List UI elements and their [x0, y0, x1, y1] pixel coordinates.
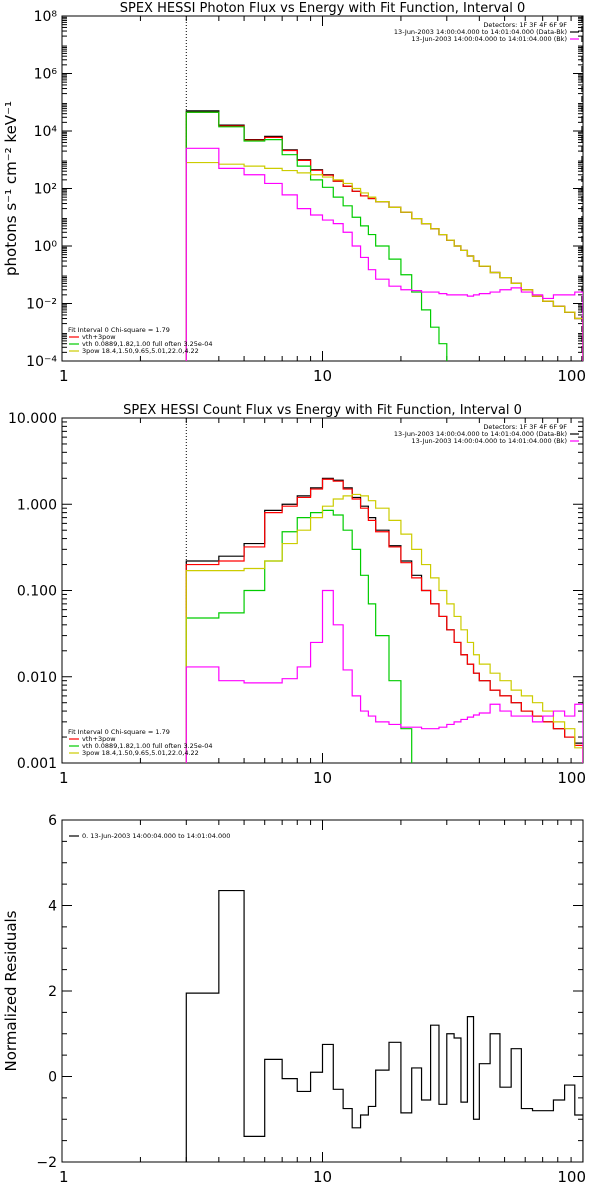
y-tick-label: 10⁶ [34, 67, 58, 83]
y-axis-label: Normalized Residuals [2, 910, 20, 1071]
info-line: 13-Jun-2003 14:00:04.000 to 14:01:04.000… [394, 28, 567, 36]
legend-entry: vth+3pow [82, 333, 116, 341]
x-tick-label: 100 [557, 1168, 586, 1186]
y-tick-label: 0.010 [17, 670, 57, 686]
y-tick-label: 0.001 [17, 756, 57, 772]
legend-entry: vth 0.0889,1.82,1.00 full often 3.25e-04 [82, 742, 213, 750]
legend-entry: vth 0.0889,1.82,1.00 full often 3.25e-04 [82, 340, 213, 348]
series-line-1 [185, 889, 583, 1162]
info-line: Detectors: 1F 3F 4F 6F 9F [483, 21, 567, 29]
y-tick-label: 0 [48, 1070, 57, 1086]
info-line: 13-Jun-2003 14:00:04.000 to 14:01:04.000… [412, 35, 567, 43]
info-line: Detectors: 1F 3F 4F 6F 9F [483, 423, 567, 431]
x-tick-label: 10 [313, 1168, 332, 1186]
y-tick-label: −2 [36, 1155, 57, 1171]
legend-entry: Fit Interval 0 Chi-square = 1.79 [68, 326, 170, 334]
legend-entry: 0. 13-Jun-2003 14:00:04.000 to 14:01:04.… [82, 832, 230, 840]
y-tick-label: 10⁴ [34, 124, 58, 140]
y-tick-label: 1.000 [17, 497, 57, 513]
x-tick-label: 10 [313, 769, 332, 787]
x-tick-label: 1 [59, 1168, 69, 1186]
y-tick-label: 10⁻² [26, 297, 57, 313]
info-line: 13-Jun-2003 14:00:04.000 to 14:01:04.000… [412, 437, 567, 445]
legend-entry: 3pow 18.4,1.50,9.65,5.01,22.0,4.22 [82, 749, 199, 757]
y-tick-label: 10.000 [8, 411, 57, 427]
legend-entry: 3pow 18.4,1.50,9.65,5.01,22.0,4.22 [82, 347, 199, 355]
info-line: 13-Jun-2003 14:00:04.000 to 14:01:04.000… [394, 430, 567, 438]
legend-entry: Fit Interval 0 Chi-square = 1.79 [68, 728, 170, 736]
y-tick-label: 10⁰ [34, 239, 58, 255]
series-line-5 [185, 589, 583, 763]
chart-3: 1 10 100 −2 0 2 4 6 Normalized Residuals 0. 13-Ju… [2, 813, 586, 1186]
y-tick-label: 10² [34, 182, 57, 198]
x-tick-label: 10 [313, 367, 332, 385]
legend-entry: vth+3pow [82, 735, 116, 743]
y-tick-label: 4 [48, 899, 57, 915]
y-tick-label: 0.100 [17, 584, 57, 600]
y-axis-label: photons s⁻¹ cm⁻² keV⁻¹ [2, 101, 20, 276]
series-line-4 [185, 161, 583, 361]
y-tick-label: 10⁸ [34, 9, 58, 25]
x-tick-label: 1 [59, 367, 69, 385]
plot-frame [61, 819, 584, 1163]
chart-title: SPEX HESSI Count Flux vs Energy with Fit… [123, 403, 522, 418]
series-line-1 [185, 110, 583, 361]
series-line-2 [185, 111, 583, 361]
series-line-1 [185, 477, 583, 763]
y-tick-label: 6 [48, 813, 57, 829]
series-line-2 [185, 478, 583, 763]
chart-1: 1 10 100 10⁻⁴ 10⁻² 10⁰ 10² 10⁴ 10⁶ 10⁸ SPEX HESSI … [2, 1, 586, 385]
chart-title: SPEX HESSI Photon Flux vs Energy with Fi… [120, 1, 526, 16]
x-tick-label: 100 [557, 367, 586, 385]
x-tick-label: 100 [557, 769, 586, 787]
series-line-4 [185, 493, 583, 763]
series-line-5 [185, 147, 583, 361]
series-line-3 [185, 509, 423, 763]
y-tick-label: 2 [48, 984, 57, 1000]
series-line-3 [185, 111, 448, 361]
chart-2: 1 10 100 0.001 0.010 0.100 1.000 10.000 SPEX HES… [8, 403, 586, 787]
plot-frame [61, 15, 584, 362]
x-tick-label: 1 [59, 769, 69, 787]
y-tick-label: 10⁻⁴ [26, 354, 57, 370]
